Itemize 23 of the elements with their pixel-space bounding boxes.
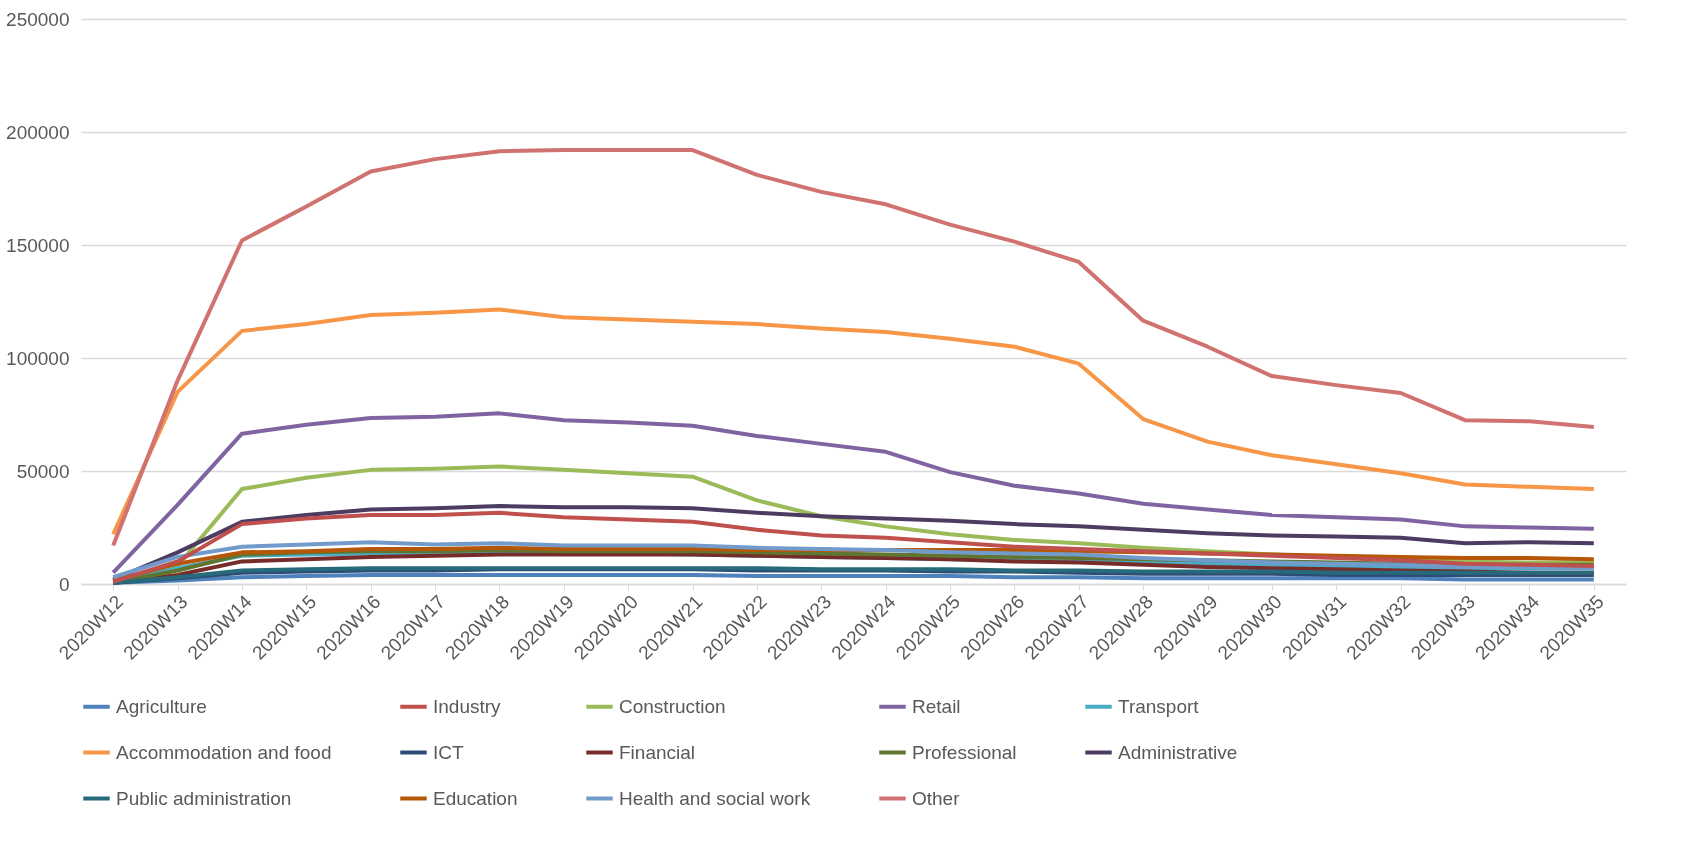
- y-tick-label: 50000: [16, 460, 70, 482]
- y-tick-label: 100000: [6, 347, 70, 369]
- y-tick-label: 150000: [6, 234, 70, 256]
- legend-label: Other: [912, 787, 961, 809]
- legend-label: Agriculture: [116, 695, 207, 717]
- y-tick-label: 0: [58, 573, 70, 595]
- legend-label: Health and social work: [619, 787, 811, 809]
- legend-label: Construction: [619, 695, 726, 717]
- line-series: [111, 148, 1596, 548]
- line-series: [111, 307, 1596, 537]
- legend-label: ICT: [433, 741, 464, 763]
- legend-label: Industry: [433, 695, 502, 717]
- y-tick-label: 200000: [6, 121, 70, 143]
- legend-label: Public administration: [116, 787, 292, 809]
- legend-label: Accommodation and food: [116, 741, 332, 763]
- legend-label: Administrative: [1118, 741, 1238, 763]
- legend-label: Retail: [912, 695, 961, 717]
- legend-label: Education: [433, 787, 518, 809]
- legend-label: Professional: [912, 741, 1017, 763]
- legend-label: Financial: [619, 741, 696, 763]
- y-tick-label: 250000: [6, 8, 70, 30]
- line-series: [111, 411, 1596, 575]
- legend-label: Transport: [1118, 695, 1200, 717]
